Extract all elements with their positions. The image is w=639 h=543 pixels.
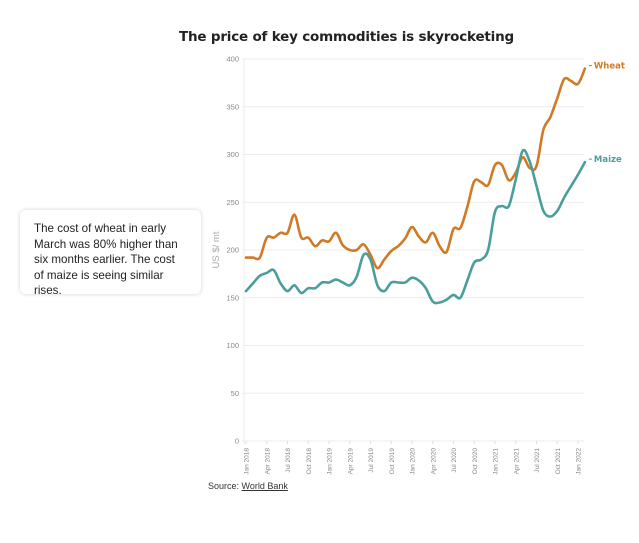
x-tick-label: Jul 2021 (534, 448, 541, 473)
y-tick-label: 150 (226, 293, 239, 302)
y-tick-label: 200 (226, 246, 239, 255)
y-axis-ticks: 0 50 100 150 200 250 300 350 400 (226, 55, 239, 446)
series-line-wheat (244, 67, 587, 270)
series-label-wheat: Wheat (594, 62, 625, 72)
x-tick-label: Jan 2021 (493, 448, 500, 475)
source-link[interactable]: World Bank (241, 481, 288, 491)
source-prefix: Source: (208, 481, 242, 491)
x-tick-label: Jan 2018 (244, 448, 251, 475)
x-tick-label: Jul 2018 (285, 448, 292, 473)
x-tick-label: Oct 2020 (472, 448, 479, 475)
chart-title: The price of key commodities is skyrocke… (0, 29, 639, 45)
callout-text: The cost of wheat in early March was 80%… (34, 222, 178, 297)
x-tick-label: Oct 2018 (306, 448, 313, 475)
x-tick-label: Apr 2021 (513, 448, 520, 475)
gridlines (242, 58, 584, 445)
x-tick-label: Apr 2019 (347, 448, 354, 475)
x-tick-label: Apr 2020 (430, 448, 437, 475)
x-tick-label: Jan 2022 (576, 448, 583, 475)
y-axis-title: US $/ mt (211, 231, 222, 268)
y-tick-label: 0 (235, 437, 239, 446)
series-labels: Wheat Maize (588, 62, 625, 165)
y-tick-label: 300 (226, 150, 239, 159)
y-tick-label: 100 (226, 341, 239, 350)
x-tick-label: Jan 2020 (410, 448, 417, 475)
series-label-maize: Maize (594, 155, 622, 165)
series-line-maize (244, 148, 587, 305)
x-tick-label: Jan 2019 (327, 448, 334, 475)
series-lines (244, 67, 587, 305)
x-tick-label: Oct 2021 (555, 448, 562, 475)
y-tick-label: 250 (226, 198, 239, 207)
chart-title-text: The price of key commodities is skyrocke… (179, 29, 514, 45)
y-tick-label: 50 (231, 389, 239, 398)
y-tick-label: 400 (226, 55, 239, 64)
x-tick-label: Oct 2019 (389, 448, 396, 475)
y-tick-label: 350 (226, 102, 239, 111)
x-tick-label: Jul 2019 (368, 448, 375, 473)
x-axis-ticks: Jan 2018 Apr 2018 Jul 2018 Oct 2018 Jan 2019… (244, 441, 583, 475)
x-tick-label: Apr 2018 (264, 448, 271, 475)
source-note: Source: World Bank (208, 481, 288, 491)
x-tick-label: Jul 2020 (451, 448, 458, 473)
callout-box: The cost of wheat in early March was 80%… (20, 210, 201, 297)
